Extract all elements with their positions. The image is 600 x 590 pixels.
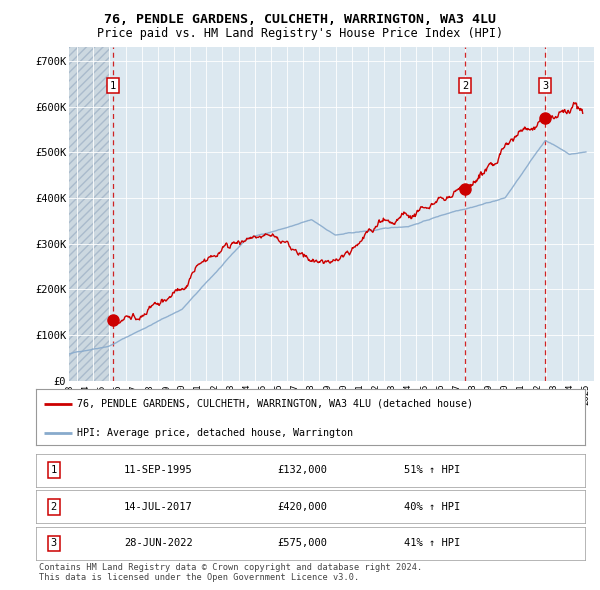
Text: 51% ↑ HPI: 51% ↑ HPI <box>404 466 460 476</box>
Text: £132,000: £132,000 <box>278 466 328 476</box>
Text: 1: 1 <box>109 81 116 90</box>
Text: 3: 3 <box>50 539 56 549</box>
Text: Price paid vs. HM Land Registry's House Price Index (HPI): Price paid vs. HM Land Registry's House … <box>97 27 503 40</box>
Text: 28-JUN-2022: 28-JUN-2022 <box>124 539 193 549</box>
Text: 41% ↑ HPI: 41% ↑ HPI <box>404 539 460 549</box>
Text: 14-JUL-2017: 14-JUL-2017 <box>124 502 193 512</box>
Text: 2: 2 <box>50 502 56 512</box>
Text: 76, PENDLE GARDENS, CULCHETH, WARRINGTON, WA3 4LU (detached house): 76, PENDLE GARDENS, CULCHETH, WARRINGTON… <box>77 399 473 409</box>
Text: 3: 3 <box>542 81 548 90</box>
Text: 11-SEP-1995: 11-SEP-1995 <box>124 466 193 476</box>
Text: 1: 1 <box>50 466 56 476</box>
Text: 76, PENDLE GARDENS, CULCHETH, WARRINGTON, WA3 4LU: 76, PENDLE GARDENS, CULCHETH, WARRINGTON… <box>104 13 496 26</box>
Text: £575,000: £575,000 <box>278 539 328 549</box>
Bar <box>69 47 109 381</box>
Text: 2: 2 <box>462 81 469 90</box>
Text: £420,000: £420,000 <box>278 502 328 512</box>
Text: 40% ↑ HPI: 40% ↑ HPI <box>404 502 460 512</box>
Text: Contains HM Land Registry data © Crown copyright and database right 2024.
This d: Contains HM Land Registry data © Crown c… <box>39 563 422 582</box>
Text: HPI: Average price, detached house, Warrington: HPI: Average price, detached house, Warr… <box>77 428 353 438</box>
